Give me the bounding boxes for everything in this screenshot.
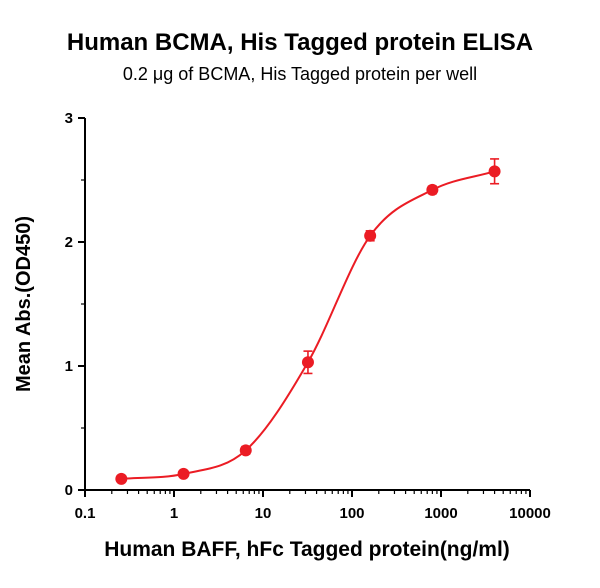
data-point	[488, 165, 501, 178]
chart-title: Human BCMA, His Tagged protein ELISA	[67, 29, 533, 56]
plot-area: 0.1 1 10 100 1000 10000 0 1 2 3	[65, 110, 551, 522]
data-point	[364, 229, 377, 242]
x-tick-label: 100	[339, 505, 364, 522]
data-point	[115, 472, 128, 485]
y-axis-title: Mean Abs.(OD450)	[13, 216, 35, 392]
fit-curve	[120, 170, 496, 480]
y-tick-label: 0	[65, 482, 73, 499]
y-tick-label: 2	[65, 234, 73, 251]
x-tick-label: 1	[170, 505, 178, 522]
x-tick-label: 0.1	[75, 505, 96, 522]
data-point	[301, 356, 314, 369]
x-tick-label: 10000	[509, 505, 551, 522]
data-point	[239, 444, 252, 457]
data-point	[177, 467, 190, 480]
y-tick-label: 1	[65, 358, 73, 375]
data-point	[426, 183, 439, 196]
y-tick-label: 3	[65, 110, 73, 127]
x-axis-title: Human BAFF, hFc Tagged protein(ng/ml)	[104, 538, 510, 561]
chart-subtitle: 0.2 μg of BCMA, His Tagged protein per w…	[123, 64, 477, 84]
x-tick-label: 1000	[424, 505, 457, 522]
x-tick-label: 10	[255, 505, 272, 522]
